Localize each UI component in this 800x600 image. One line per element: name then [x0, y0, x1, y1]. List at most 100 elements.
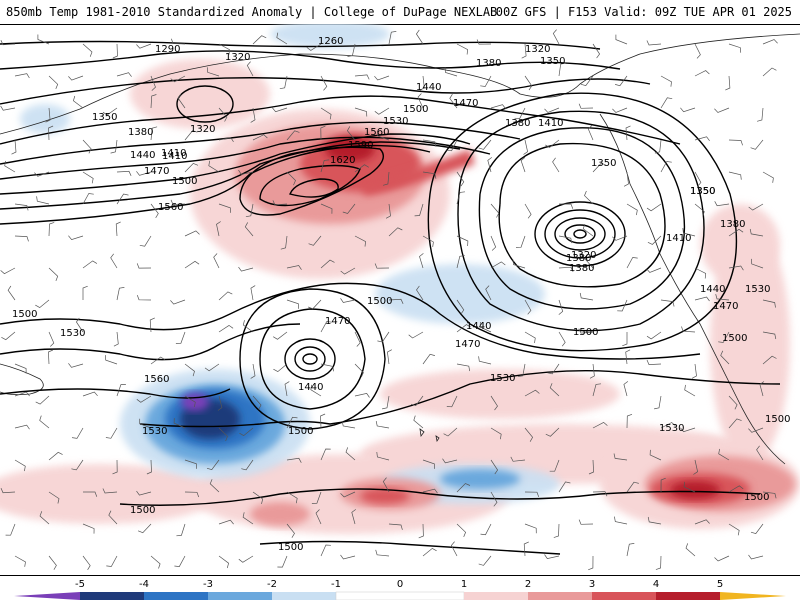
wind-barb — [184, 230, 200, 237]
colorbar-tick-label: -3 — [203, 579, 213, 590]
wind-barb — [48, 267, 59, 282]
wind-barb — [592, 383, 602, 397]
wind-barb — [762, 331, 777, 340]
wind-barb — [286, 265, 302, 270]
contour-label: 1350 — [591, 158, 616, 169]
wind-barb — [320, 544, 331, 557]
contour-1530-south — [139, 369, 781, 428]
wind-barb — [204, 363, 220, 372]
wind-barb — [413, 415, 424, 429]
wind-barb — [170, 199, 186, 205]
wind-barb — [136, 294, 152, 301]
wind-barb — [683, 481, 696, 493]
wind-barb — [184, 130, 198, 141]
wind-barb — [320, 203, 333, 214]
wind-barb — [490, 235, 497, 251]
contour-label: 1260 — [318, 36, 343, 47]
contour-label: 1350 — [690, 186, 715, 197]
contour-label: 1470 — [713, 301, 738, 312]
wind-barb — [340, 554, 356, 560]
wind-barb — [82, 260, 98, 269]
wind-barb — [660, 299, 675, 307]
wind-barb — [308, 299, 322, 310]
wind-barb — [750, 139, 764, 150]
wind-barb — [286, 130, 300, 141]
wind-barb — [7, 285, 16, 301]
wind-barb — [419, 253, 424, 269]
wind-barb — [578, 519, 594, 525]
wind-barb — [490, 395, 498, 411]
wind-barb — [422, 353, 435, 365]
wind-barb — [238, 266, 254, 272]
wind-barb — [524, 299, 532, 315]
wind-barb — [136, 171, 152, 176]
wind-barb — [655, 555, 662, 570]
wind-barb — [613, 453, 628, 461]
height-contours — [0, 40, 781, 555]
contour-label: 1410 — [538, 118, 563, 129]
wind-barb — [286, 523, 295, 538]
wind-barb — [0, 105, 16, 111]
wind-barb — [490, 491, 498, 507]
anom-neg1-e — [270, 24, 390, 48]
wind-barb — [340, 267, 356, 275]
wind-barb — [623, 381, 629, 397]
contour-label: 1470 — [455, 339, 480, 350]
wind-barb — [218, 427, 228, 442]
wind-barb — [48, 125, 54, 141]
wind-barb — [418, 523, 424, 539]
wind-barb — [558, 235, 573, 244]
wind-barb — [382, 395, 390, 410]
map-header: 850mb Temp 1981-2010 Standardized Anomal… — [0, 0, 800, 25]
wind-barb — [242, 320, 254, 333]
wind-barb — [521, 43, 527, 59]
wind-barb — [720, 350, 730, 365]
contour-1320 — [0, 77, 651, 105]
colorbar-swatch-neg2 — [208, 592, 272, 600]
wind-barb — [238, 169, 254, 175]
wind-barb — [728, 228, 744, 237]
wind-barb — [524, 523, 537, 534]
contour-label: 1470 — [144, 166, 169, 177]
wind-barb — [48, 555, 57, 570]
contour-1270-eastlow — [573, 229, 587, 239]
wind-barb — [14, 235, 29, 242]
colorbar-swatch-neg3 — [144, 592, 208, 600]
wind-barb — [762, 39, 778, 45]
wind-barb — [589, 363, 595, 379]
wind-barb — [388, 31, 397, 45]
wind-barb — [68, 75, 84, 81]
wind-barb — [582, 224, 594, 237]
contour-label: 1530 — [142, 426, 167, 437]
contour-1560-ridge — [239, 146, 384, 216]
wind-barb — [48, 75, 59, 90]
wind-barb — [552, 157, 560, 173]
colorbar-swatch-neg4 — [80, 592, 144, 600]
wind-barb — [75, 317, 84, 333]
wind-barb — [150, 356, 166, 365]
wind-barb — [751, 258, 764, 269]
wind-barb — [749, 228, 764, 237]
wind-barb — [558, 299, 564, 315]
colorbar-tick-label: -2 — [267, 579, 277, 590]
contour-label: 1500 — [278, 542, 303, 553]
wind-barb — [113, 331, 119, 347]
contour-label: 1380 — [720, 219, 745, 230]
wind-barb — [612, 107, 628, 113]
contour-label: 1350 — [690, 186, 715, 197]
wind-barb — [419, 75, 425, 91]
contour-1440-sublow — [284, 338, 336, 380]
wind-barb — [0, 487, 16, 494]
wind-barb — [750, 523, 764, 535]
colorbar-swatch-pos3 — [592, 592, 656, 600]
wind-barb — [422, 139, 437, 147]
wind-barb — [218, 291, 233, 301]
wind-barb — [272, 200, 288, 206]
wind-barb — [756, 445, 764, 461]
wind-barb — [544, 107, 560, 113]
wind-barb — [136, 43, 152, 49]
wind-barb — [626, 203, 638, 216]
wind-barb — [422, 235, 434, 247]
wind-barb — [279, 75, 288, 90]
wind-barb — [34, 171, 50, 177]
